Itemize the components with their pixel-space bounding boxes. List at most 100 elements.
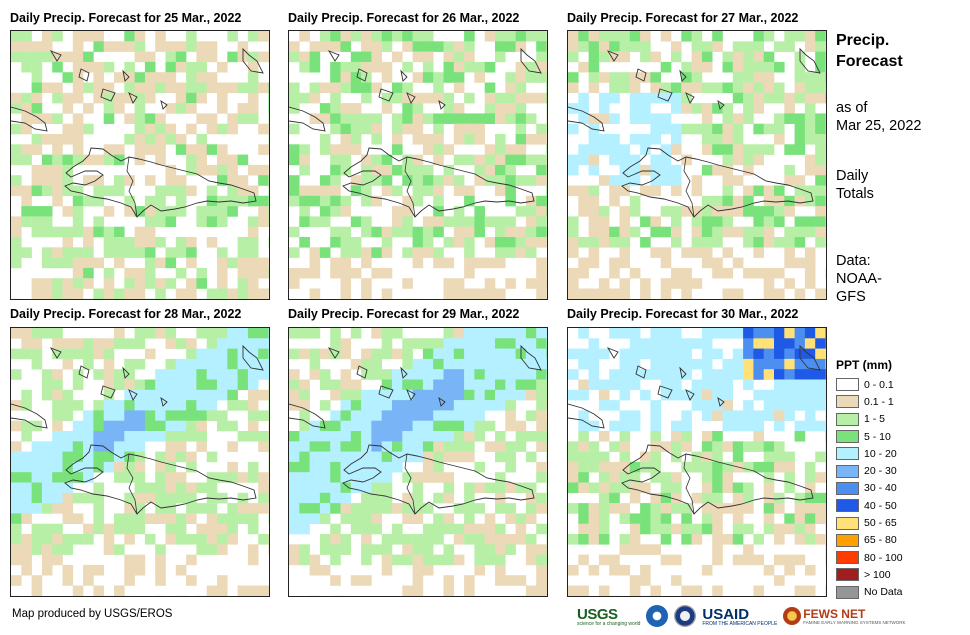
precip-cell	[11, 534, 22, 545]
precip-cell	[815, 61, 826, 73]
precip-cell	[11, 451, 22, 463]
precip-cell	[732, 534, 744, 545]
precip-cell	[83, 51, 94, 63]
precip-cell	[660, 513, 672, 524]
precip-cell	[165, 216, 177, 227]
precip-cell	[588, 61, 600, 73]
precip-cell	[629, 328, 641, 339]
precip-cell	[515, 144, 527, 155]
precip-cell	[722, 410, 734, 421]
precip-cell	[474, 134, 485, 145]
precip-cell	[309, 185, 321, 197]
precip-cell	[495, 154, 506, 166]
precip-cell	[536, 348, 547, 360]
coastline	[685, 92, 695, 104]
precip-cell	[732, 348, 744, 360]
legend-label: 40 - 50	[864, 499, 897, 512]
precip-cell	[825, 369, 826, 380]
precip-cell	[41, 247, 53, 258]
precip-cell	[640, 31, 651, 42]
precip-cell	[72, 51, 84, 63]
precip-cell	[619, 164, 631, 176]
precip-cell	[134, 389, 146, 401]
precip-cell	[774, 82, 785, 94]
precip-cell	[268, 144, 269, 155]
precip-cell	[763, 410, 775, 421]
precip-cell	[804, 41, 816, 52]
precip-cell	[83, 431, 94, 442]
precip-cell	[412, 389, 424, 401]
precip-cell	[11, 144, 22, 155]
precip-cell	[31, 185, 43, 197]
precip-cell	[650, 369, 661, 380]
precip-cell	[640, 461, 651, 473]
precip-cell	[650, 216, 661, 227]
precip-cell	[237, 328, 249, 339]
precip-cell	[72, 123, 84, 135]
precip-cell	[72, 185, 84, 197]
precip-cell	[412, 451, 424, 463]
precip-cell	[83, 348, 94, 360]
precip-cell	[732, 92, 744, 104]
precip-cell	[619, 144, 631, 155]
precip-cell	[52, 247, 63, 258]
precip-cell	[103, 41, 115, 52]
precip-cell	[474, 338, 485, 349]
precip-cell	[609, 369, 620, 380]
precip-cell	[62, 257, 74, 269]
precip-cell	[371, 461, 382, 473]
precip-cell	[268, 461, 269, 473]
precip-cell	[206, 237, 218, 248]
legend-swatch	[836, 378, 859, 392]
precip-cell	[568, 31, 579, 42]
precip-cell	[83, 278, 94, 289]
precip-cell	[392, 523, 403, 535]
precip-cell	[474, 544, 485, 555]
precip-cell	[588, 206, 600, 217]
precip-cell	[52, 451, 63, 463]
precip-cell	[804, 461, 816, 473]
precip-cell	[784, 31, 795, 42]
precip-cell	[691, 123, 703, 135]
precip-cell	[671, 206, 682, 217]
precip-cell	[650, 472, 661, 483]
precip-cell	[815, 123, 826, 135]
precip-cell	[381, 237, 393, 248]
precip-cell	[62, 154, 74, 166]
precip-cell	[660, 348, 672, 360]
precip-cell	[433, 92, 444, 104]
precip-cell	[114, 338, 125, 349]
precip-cell	[93, 369, 104, 380]
precip-cell	[609, 257, 620, 269]
precip-cell	[825, 123, 826, 135]
precip-cell	[515, 389, 527, 401]
precip-cell	[319, 544, 331, 555]
precip-cell	[598, 278, 610, 289]
precip-cell	[732, 420, 744, 432]
precip-cell	[763, 369, 775, 380]
precip-cell	[464, 431, 475, 442]
precip-cell	[21, 544, 32, 555]
precip-cell	[443, 492, 455, 504]
precip-cell	[743, 237, 754, 248]
precip-cell	[155, 134, 166, 145]
precip-cell	[52, 195, 63, 207]
precip-cell	[155, 379, 166, 391]
precip-cell	[319, 41, 331, 52]
precip-cell	[825, 358, 826, 370]
precip-cell	[629, 92, 641, 104]
precip-cell	[732, 441, 744, 452]
precip-cell	[412, 503, 424, 514]
precip-cell	[784, 482, 795, 494]
precip-cell	[206, 113, 218, 124]
precip-cell	[155, 461, 166, 473]
precip-cell	[598, 348, 610, 360]
precip-cell	[165, 400, 177, 411]
precip-cell	[568, 585, 579, 596]
precip-cell	[825, 513, 826, 524]
precip-cell	[196, 523, 207, 535]
precip-cell	[433, 226, 444, 238]
precip-cell	[784, 92, 795, 104]
precip-cell	[93, 72, 104, 83]
precip-cell	[21, 348, 32, 360]
